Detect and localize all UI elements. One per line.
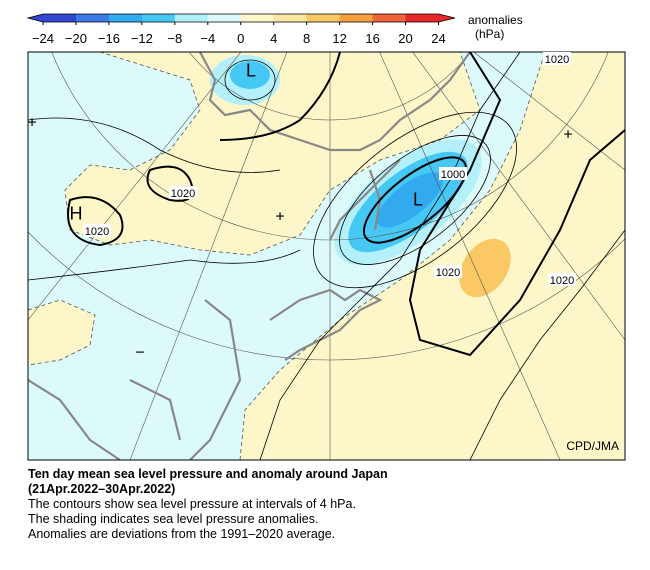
colorbar-tick-label: 24 [431,31,445,46]
colorbar-unit: (hPa) [475,27,504,41]
colorbar-bin [75,14,110,22]
colorbar-tick-label: −24 [32,31,54,46]
contour-label: 1020 [545,54,569,66]
map [28,52,625,460]
pressure-center: − [135,345,144,362]
contour-label-box [439,167,467,180]
colorbar-bin [141,14,176,22]
colorbar-tick-label: −20 [65,31,87,46]
pressure-center: + [275,209,284,226]
colorbar-arrow [438,14,455,22]
colorbar-tick-label: 8 [303,31,310,46]
colorbar-bin [240,14,275,22]
map-frame [27,51,626,461]
contour-label-box [83,224,111,237]
contour-label: 1020 [171,188,195,200]
colorbar-bin [207,14,242,22]
colorbar-tick-label: −12 [131,31,153,46]
colorbar-arrow [28,14,43,22]
colorbar-tick-label: −16 [98,31,120,46]
contour-label-box [169,186,197,199]
colorbar-tick-label: −4 [200,31,215,46]
pressure-center: + [563,127,572,144]
pressure-center: + [27,115,36,132]
colorbar-bin [174,14,209,22]
colorbar-title: anomalies [468,13,523,27]
contour-label: 1000 [441,169,465,181]
contour-label: 1020 [550,275,574,287]
contour-label: 1020 [436,267,460,279]
pressure-center: L [246,60,256,80]
caption-period: (21Apr.2022–30Apr.2022) [28,482,175,496]
caption-title: Ten day mean sea level pressure and anom… [28,467,388,481]
caption-line: The contours show sea level pressure at … [28,497,356,511]
contour-label-box [543,52,571,65]
colorbar-bin [339,14,373,22]
colorbar-tick-label: −8 [167,31,182,46]
contour-label-box [548,273,576,286]
contour-label: 1020 [85,226,109,238]
colorbar-bin [405,14,439,22]
colorbar-bin [108,14,143,22]
credit: CPD/JMA [566,439,619,453]
colorbar-tick-label: 20 [398,31,412,46]
pressure-center: L [413,189,423,209]
colorbar-bin [306,14,340,22]
colorbar-tick-label: 0 [237,31,244,46]
colorbar-tick-label: 4 [270,31,277,46]
colorbar-bin [43,14,77,22]
caption-line: Anomalies are deviations from the 1991–2… [28,527,335,541]
colorbar-bin [273,14,307,22]
colorbar-tick-label: 12 [332,31,346,46]
pressure-center: H [70,203,83,223]
colorbar-bin [372,14,406,22]
colorbar-tick-label: 16 [365,31,379,46]
contour-label-box [434,265,462,278]
caption-line: The shading indicates sea level pressure… [28,512,318,526]
